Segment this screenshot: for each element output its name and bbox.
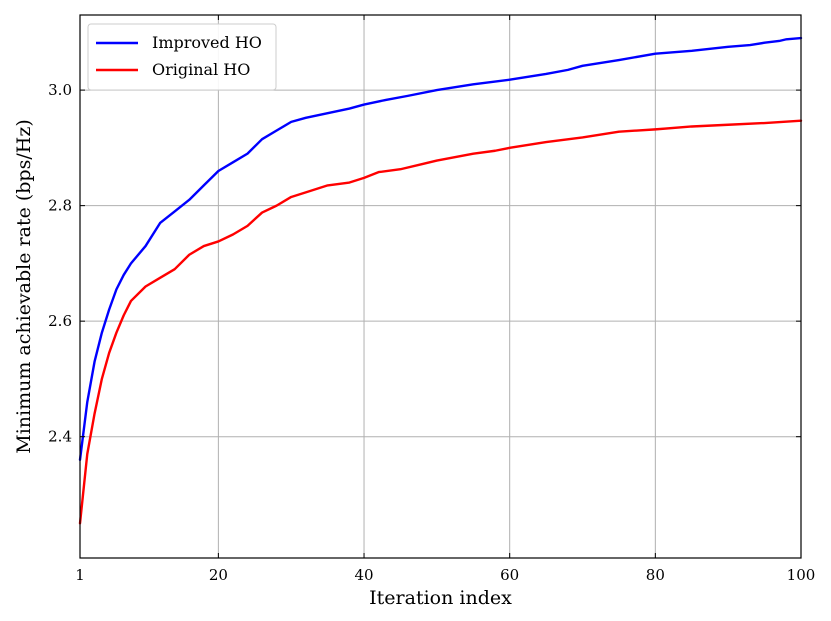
x-tick-label: 1 (75, 566, 85, 584)
legend: Improved HO Original HO (87, 23, 277, 91)
x-axis-label: Iteration index (369, 587, 512, 609)
legend-label-original-ho: Original HO (152, 60, 250, 79)
x-tick-label: 40 (354, 566, 373, 584)
legend-label-improved-ho: Improved HO (152, 33, 262, 52)
x-tick-label: 100 (787, 566, 816, 584)
series-lines (78, 36, 803, 525)
x-tick-label: 20 (209, 566, 228, 584)
axis-tick-labels: 1 20 40 60 80 100 2.4 2.6 2.8 3.0 (48, 81, 815, 584)
legend-box (87, 23, 277, 91)
y-axis-label: Minimum achievable rate (bps/Hz) (13, 119, 35, 453)
y-tick-label: 2.8 (48, 197, 72, 215)
plot-frame (79, 14, 802, 559)
axis-ticks (79, 15, 802, 558)
y-tick-label: 3.0 (48, 81, 72, 99)
series-line-original-ho (78, 119, 803, 525)
x-tick-label: 60 (500, 566, 519, 584)
series-line-improved-ho (78, 36, 803, 461)
x-tick-label: 80 (646, 566, 665, 584)
y-tick-label: 2.6 (48, 312, 72, 330)
y-tick-label: 2.4 (48, 428, 72, 446)
